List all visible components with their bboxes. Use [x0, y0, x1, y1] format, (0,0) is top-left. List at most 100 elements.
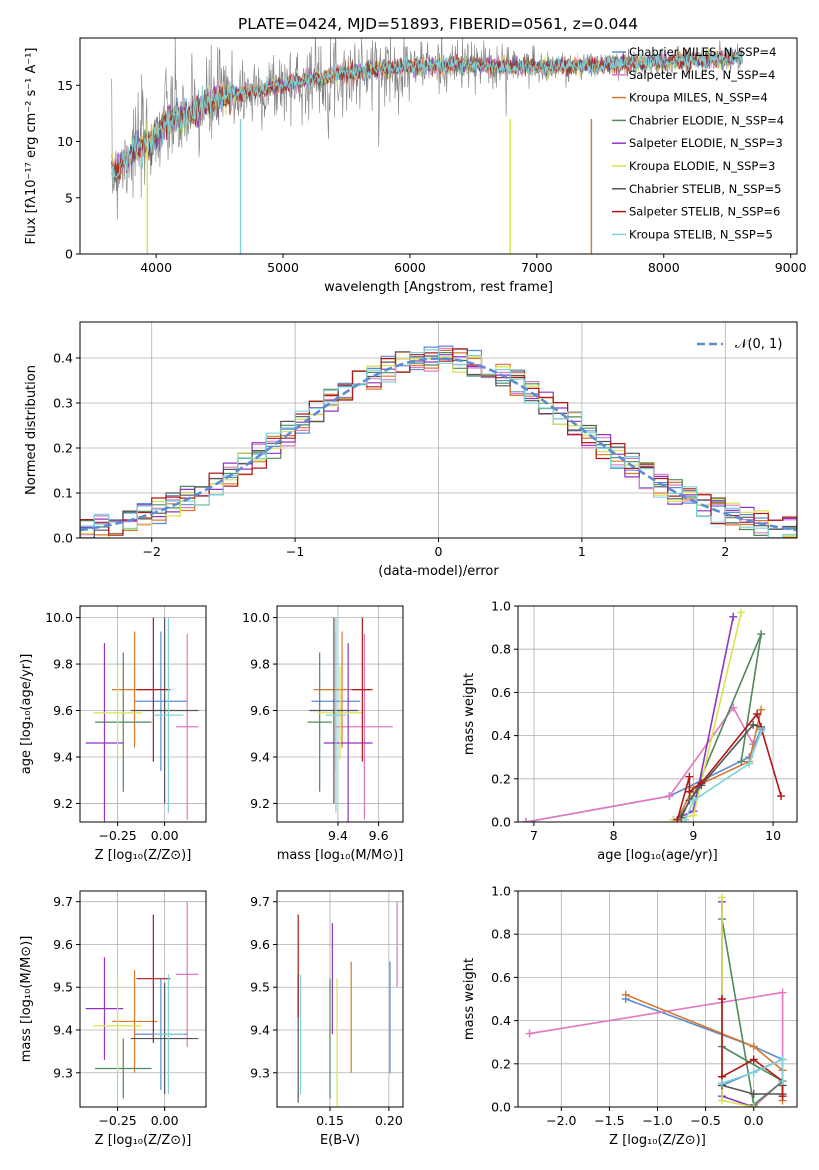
series-marker-kroupa-elodie [737, 608, 746, 617]
series-marker-kroupa-miles [749, 1042, 758, 1051]
x-tick-label: 2 [721, 544, 729, 559]
series-line-chabrier-miles [525, 728, 762, 822]
series-line-kroupa-miles [676, 709, 762, 821]
series-marker-kroupa-stelib [745, 759, 754, 768]
y-tick-label: 9.4 [250, 749, 270, 764]
x-tick-label: 7 [530, 828, 538, 843]
series-marker-salpeter-stelib [778, 1092, 787, 1101]
y-tick-label: 9.6 [250, 937, 270, 952]
y-tick-label: 0.2 [53, 441, 73, 456]
y-tick-label: 0.4 [491, 728, 511, 743]
y-tick-label: 9.4 [53, 1023, 73, 1038]
series-marker-kroupa-elodie [717, 1096, 726, 1105]
x-axis-label: Z [log₁₀(Z/Z⊙)] [95, 848, 192, 863]
y-tick-label: 1.0 [491, 599, 511, 614]
series-marker-kroupa-stelib [681, 815, 690, 822]
series-marker-kroupa-stelib [749, 1068, 758, 1077]
x-tick-label: −1.0 [642, 1113, 672, 1128]
legend-label-kroupa-stelib: Kroupa STELIB, N_SSP=5 [629, 227, 773, 241]
y-tick-label: 9.5 [250, 980, 270, 995]
x-axis-label: Z [log₁₀(Z/Z⊙)] [609, 1133, 706, 1148]
y-tick-label: 9.4 [250, 1023, 270, 1038]
x-tick-label: −1.5 [594, 1113, 624, 1128]
y-tick-label: 0.6 [491, 970, 511, 985]
series-line-kroupa-stelib [684, 731, 762, 821]
series-marker-chabrier-elodie [757, 630, 766, 639]
x-tick-label: −0.5 [690, 1113, 720, 1128]
y-tick-label: 0.3 [53, 396, 73, 411]
series-marker-kroupa-stelib [717, 1079, 726, 1088]
series-marker-kroupa-stelib [689, 796, 698, 805]
series-marker-salpeter-stelib [717, 995, 726, 1003]
axes-frame [517, 605, 798, 823]
y-tick-label: 0.8 [491, 642, 511, 657]
series-marker-kroupa-elodie [689, 811, 698, 820]
x-tick-label: 0.20 [375, 1113, 403, 1128]
x-tick-label: 8 [610, 828, 618, 843]
x-tick-label: −1 [286, 544, 304, 559]
residual-histogram-panel: −2 −1 0 1 2 0.0 0.1 0.2 0.3 0.4 (data-model)/error… [24, 321, 798, 579]
y-tick-label: 9.7 [250, 894, 270, 909]
y-tick-label: 0.0 [491, 1100, 511, 1115]
y-tick-label: 0.4 [491, 1013, 511, 1028]
figure-title: PLATE=0424, MJD=51893, FIBERID=0561, z=0… [238, 15, 638, 33]
y-axis-label: age [log₁₀(age/yr)] [19, 654, 34, 775]
axes-frame [79, 605, 207, 823]
x-tick-label: 7000 [521, 260, 553, 275]
x-tick-label: 8000 [648, 260, 680, 275]
model-spectrum-kroupa-elodie [111, 48, 743, 180]
x-tick-label: 10 [765, 828, 781, 843]
y-tick-label: 15 [57, 78, 73, 93]
y-tick-label: 5 [65, 190, 73, 205]
x-tick-label: 9 [689, 828, 697, 843]
y-tick-label: 9.7 [53, 894, 73, 909]
legend-label-salpeter-stelib: Salpeter STELIB, N_SSP=6 [629, 205, 780, 219]
series-marker-salpeter-miles [778, 988, 787, 997]
histogram-kroupa-stelib [80, 349, 797, 538]
series-marker-kroupa-stelib [778, 1055, 787, 1064]
y-axis-label: mass weight [462, 958, 477, 1040]
y-tick-label: 9.6 [250, 703, 270, 718]
legend-label-salpeter-elodie: Salpeter ELODIE, N_SSP=3 [629, 136, 783, 150]
series-marker-salpeter-miles [521, 818, 530, 822]
x-tick-label: 5000 [267, 260, 299, 275]
model-spectrum-kroupa-stelib [111, 48, 743, 184]
plot-area [307, 617, 393, 822]
x-tick-label: −0.25 [98, 1113, 136, 1128]
axes-frame [276, 605, 404, 823]
y-tick-label: 9.4 [53, 749, 73, 764]
x-tick-label: 6000 [394, 260, 426, 275]
x-tick-label: −2 [142, 544, 160, 559]
y-tick-label: 0.8 [491, 927, 511, 942]
series-marker-salpeter-miles [665, 792, 674, 801]
y-tick-label: 0.4 [53, 351, 73, 366]
series-marker-salpeter-stelib [749, 1055, 758, 1064]
legend-label-kroupa-miles: Kroupa MILES, N_SSP=4 [629, 91, 768, 105]
spectrum-panel: 4000 5000 6000 7000 8000 9000 0 5 10 15 wavelength… [24, 37, 807, 295]
model-spectrum-salpeter-stelib [111, 49, 743, 180]
y-tick-label: 9.8 [53, 657, 73, 672]
x-tick-label: −0.25 [98, 828, 136, 843]
y-axis-label: mass [log₁₀(M/M⊙)] [19, 936, 34, 1063]
y-tick-label: 9.2 [250, 796, 270, 811]
series-marker-kroupa-elodie [749, 1103, 758, 1107]
x-tick-label: 0.00 [151, 828, 179, 843]
x-tick-label: 9000 [775, 260, 807, 275]
x-tick-label: 9.6 [369, 828, 389, 843]
axes-frame [79, 37, 798, 255]
x-tick-label: 0.15 [316, 1113, 344, 1128]
series-line-kroupa-miles [625, 993, 784, 1101]
y-tick-label: 0.2 [491, 1056, 511, 1071]
legend-label-chabrier-stelib: Chabrier STELIB, N_SSP=5 [629, 182, 781, 196]
y-tick-label: 9.8 [250, 657, 270, 672]
plot-area [80, 345, 797, 538]
y-axis-label: mass weight [462, 673, 477, 755]
series-marker-chabrier-stelib [749, 1090, 758, 1099]
x-axis-label: mass [log₁₀(M/M⊙)] [277, 848, 404, 863]
mass-weight-vs-metallicity-panel: −2.0 −1.5 −1.0 −0.5 0.0 0.0 0.2 0.4 0.6 0.8 1.0 Z [… [462, 884, 798, 1148]
y-tick-label: 1.0 [491, 884, 511, 899]
y-axis-label: Flux [fλ10⁻¹⁷ erg cm⁻² s⁻¹ A⁻¹] [24, 48, 39, 245]
series-marker-salpeter-elodie [729, 612, 738, 621]
series-marker-chabrier-elodie [737, 757, 746, 766]
